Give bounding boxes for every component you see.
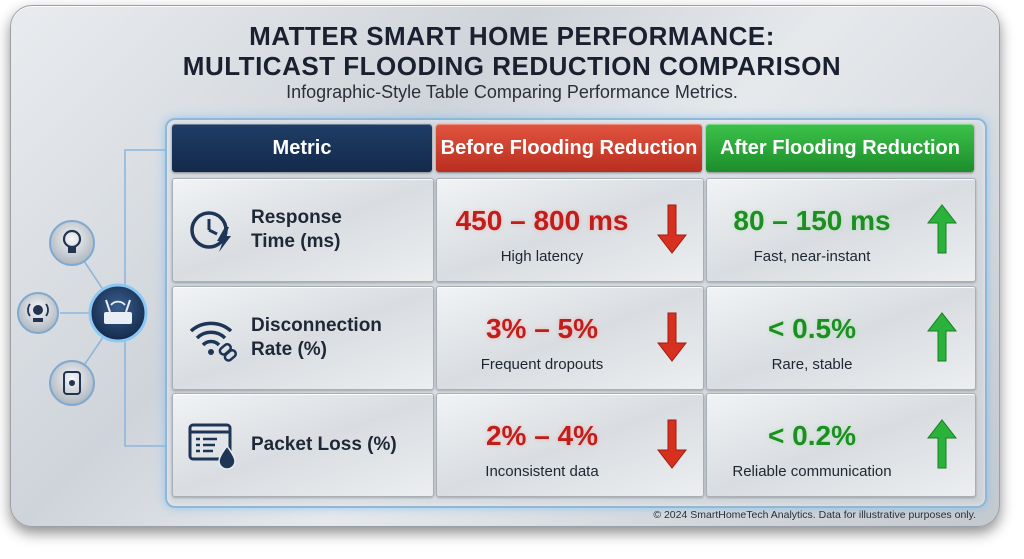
wifi-broken-link-icon (189, 321, 237, 362)
metric-label: Response Time (ms) (251, 207, 342, 252)
header-after: After Flooding Reduction (706, 124, 974, 172)
metric-label: Packet Loss (%) (251, 434, 397, 455)
before-value: 2% – 4% (485, 420, 599, 451)
before-cell-disconnection-rate: 3% – 5% Frequent dropouts (436, 286, 704, 390)
before-value: 450 – 800 ms (455, 205, 629, 236)
clock-lightning-icon (190, 211, 231, 252)
before-note: Inconsistent data (485, 463, 599, 480)
down-arrow-icon (656, 204, 688, 254)
after-note: Reliable communication (732, 463, 892, 480)
up-arrow-icon (926, 419, 958, 469)
down-arrow-icon (656, 312, 688, 362)
after-cell-response-time: 80 – 150 ms Fast, near-instant (706, 178, 976, 282)
speaker-icon (17, 292, 59, 334)
router-icon (88, 283, 148, 343)
title-line-1: MATTER SMART HOME PERFORMANCE: (249, 21, 775, 51)
title-line-2: MULTICAST FLOODING REDUCTION COMPARISON (182, 51, 842, 81)
after-note: Rare, stable (771, 356, 853, 373)
before-value: 3% – 5% (485, 313, 599, 344)
before-note: High latency (500, 248, 584, 265)
after-cell-packet-loss: < 0.2% Reliable communication (706, 393, 976, 497)
header-before: Before Flooding Reduction (436, 124, 702, 172)
after-value: 80 – 150 ms (733, 205, 891, 236)
before-cell-response-time: 450 – 800 ms High latency (436, 178, 704, 282)
metric-label: Disconnection Rate (%) (251, 315, 382, 360)
metric-cell-disconnection-rate: Disconnection Rate (%) (172, 286, 434, 390)
footer-copyright: © 2024 SmartHomeTech Analytics. Data for… (653, 509, 976, 521)
after-value: < 0.2% (768, 420, 856, 451)
metric-cell-packet-loss: Packet Loss (%) (172, 393, 434, 497)
header-metric: Metric (172, 124, 432, 172)
sensor-icon (49, 360, 95, 406)
metric-cell-response-time: Response Time (ms) (172, 178, 434, 282)
document-drop-icon (188, 423, 236, 470)
after-value: < 0.5% (768, 313, 856, 344)
after-note: Fast, near-instant (753, 248, 871, 265)
up-arrow-icon (926, 204, 958, 254)
smart-home-network-graphic (17, 149, 165, 447)
down-arrow-icon (656, 419, 688, 469)
before-cell-packet-loss: 2% – 4% Inconsistent data (436, 393, 704, 497)
subtitle: Infographic-Style Table Comparing Perfor… (286, 82, 738, 102)
up-arrow-icon (926, 312, 958, 362)
lightbulb-icon (49, 220, 95, 266)
before-note: Frequent dropouts (480, 356, 604, 373)
after-cell-disconnection-rate: < 0.5% Rare, stable (706, 286, 976, 390)
